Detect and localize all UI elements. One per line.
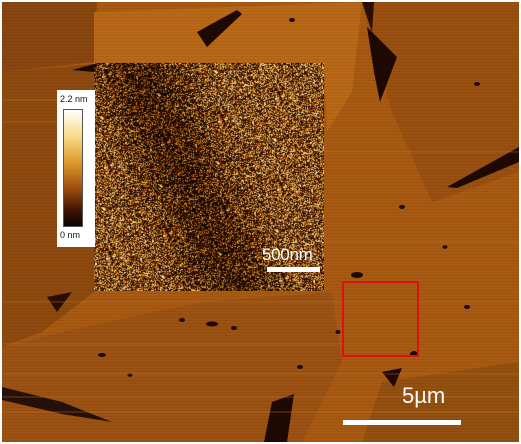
inset-scale-bar <box>267 267 320 272</box>
region-of-interest-box <box>342 281 419 357</box>
inset-noise-texture <box>94 63 324 291</box>
colorbar-max-label: 2.2 nm <box>60 94 88 104</box>
inset-scale-label: 500nm <box>262 245 313 264</box>
main-scale-label: 5µm <box>402 383 446 408</box>
zoomed-inset-image <box>94 63 324 291</box>
height-colorbar: 2.2 nm 0 nm <box>57 90 95 247</box>
colorbar-min-label: 0 nm <box>60 230 81 240</box>
colorbar-gradient <box>63 109 83 227</box>
main-scale-bar <box>343 420 461 425</box>
